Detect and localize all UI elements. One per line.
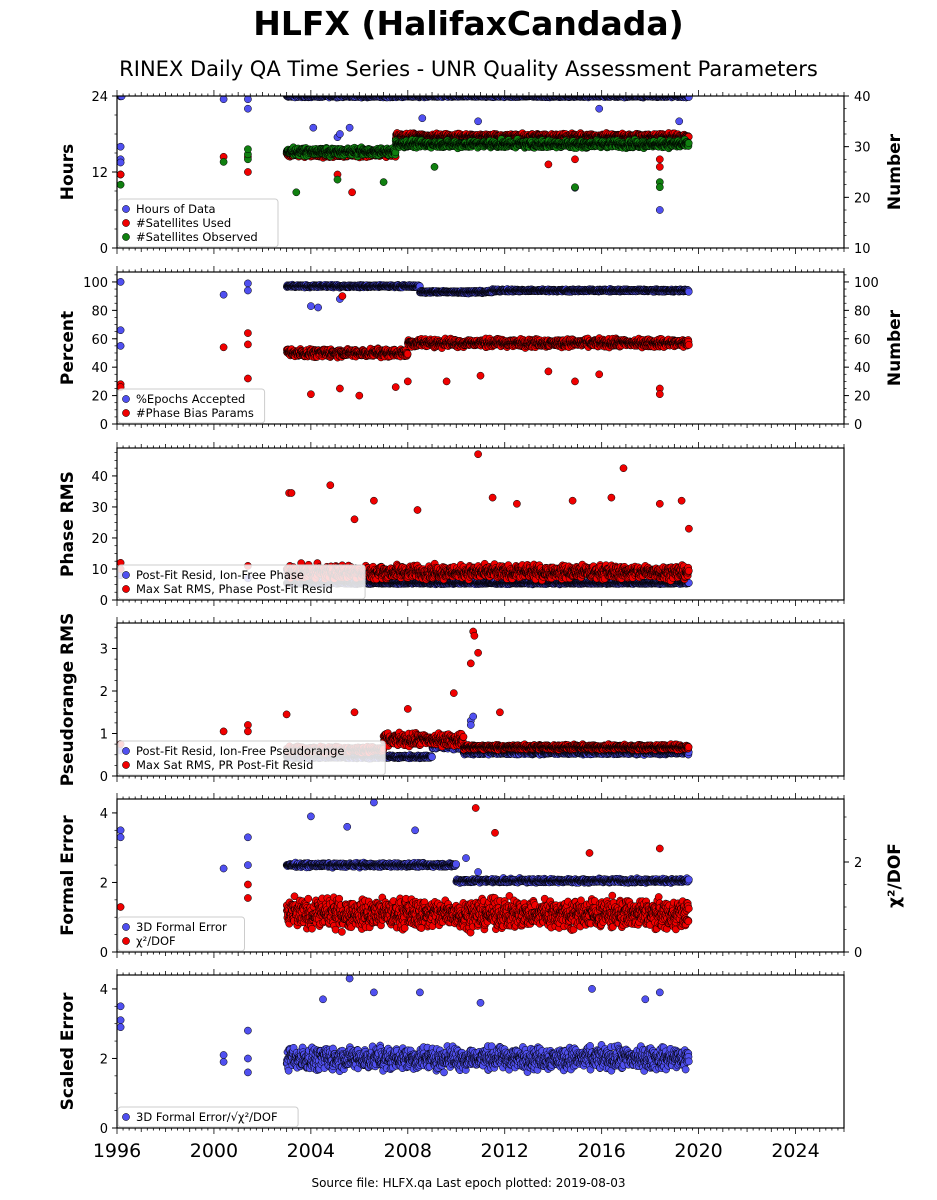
data-point [684,96,693,101]
y-tick-label: 12 [91,166,108,181]
data-point [571,155,579,164]
legend-label: #Satellites Used [136,216,231,230]
y-right-axis-label: Number [885,133,905,210]
data-point [655,183,664,192]
data-point [675,117,684,126]
data-point [292,188,301,197]
data-point [348,188,356,197]
plot-area [117,278,693,400]
chart-title: HLFX (HalifaxCandada) [253,4,684,43]
data-point [655,206,664,214]
legend-marker [122,219,130,227]
legend-label: Hours of Data [136,202,216,216]
y-right-tick-label: 30 [854,141,871,156]
data-point [244,96,252,104]
data-point [418,114,427,123]
data-point [244,168,252,176]
legend-marker [122,205,130,213]
data-point [333,175,342,184]
data-point [571,183,579,192]
y-tick-label: 24 [91,90,108,105]
data-point [117,158,125,167]
y-tick-label: 0 [100,242,108,257]
legend-label: #Satellites Observed [136,230,258,244]
data-point [244,104,252,113]
data-point [336,130,344,138]
data-point [684,139,693,148]
data-point [219,158,228,166]
data-point [117,180,125,189]
data-point [474,117,482,126]
chart-subtitle: RINEX Daily QA Time Series - UNR Quality… [119,57,818,81]
y-right-tick-label: 20 [854,191,871,206]
legend: Hours of Data#Satellites Used#Satellites… [117,198,279,248]
data-point [544,160,553,169]
data-point [655,155,664,164]
data-point [219,96,228,104]
legend-marker [122,233,130,241]
data-point [345,123,354,132]
y-axis-label: Hours [58,144,78,201]
data-point [430,163,439,171]
data-point [244,145,252,154]
y-right-tick-label: 10 [854,242,871,257]
data-point [309,123,318,132]
data-point [379,178,388,186]
plot-area [117,96,693,214]
data-point [117,170,125,179]
data-point [655,163,664,171]
series-blue [117,96,693,214]
data-point [595,104,604,113]
y-right-tick-label: 40 [854,90,871,105]
series-green [117,135,693,197]
data-point [117,142,125,151]
